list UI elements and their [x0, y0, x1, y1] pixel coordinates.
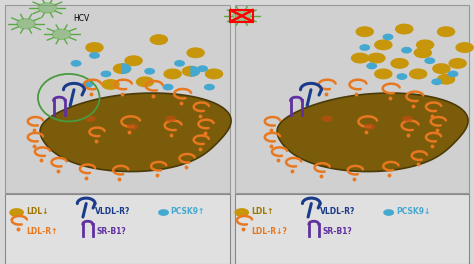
Circle shape	[187, 48, 204, 58]
Text: LDL-R↑: LDL-R↑	[26, 227, 57, 236]
Circle shape	[127, 124, 138, 130]
Circle shape	[235, 209, 248, 216]
Circle shape	[367, 63, 376, 69]
Circle shape	[182, 67, 200, 76]
Circle shape	[375, 69, 392, 79]
Circle shape	[71, 61, 81, 66]
Circle shape	[375, 40, 392, 50]
FancyBboxPatch shape	[5, 194, 230, 264]
Circle shape	[83, 82, 92, 87]
Text: PCSK9↑: PCSK9↑	[171, 207, 205, 216]
Circle shape	[90, 53, 99, 58]
Circle shape	[175, 61, 184, 66]
Circle shape	[150, 35, 167, 44]
Circle shape	[10, 209, 23, 216]
Circle shape	[114, 64, 131, 73]
Circle shape	[165, 116, 176, 122]
Text: SR-B1?: SR-B1?	[97, 227, 127, 236]
Circle shape	[84, 116, 96, 122]
FancyBboxPatch shape	[5, 5, 230, 193]
Text: PCSK9↓: PCSK9↓	[396, 207, 431, 216]
Text: VLDL-R?: VLDL-R?	[320, 207, 356, 216]
Circle shape	[433, 64, 450, 73]
Circle shape	[397, 74, 407, 79]
Circle shape	[383, 34, 392, 40]
Circle shape	[145, 69, 155, 74]
Circle shape	[368, 53, 385, 63]
Circle shape	[448, 71, 458, 77]
Circle shape	[17, 18, 36, 29]
Polygon shape	[277, 93, 468, 172]
Circle shape	[101, 71, 111, 77]
Circle shape	[364, 124, 375, 130]
Circle shape	[137, 77, 154, 87]
Circle shape	[410, 69, 427, 79]
Circle shape	[414, 48, 431, 58]
Circle shape	[163, 84, 173, 90]
Circle shape	[384, 210, 393, 215]
Polygon shape	[40, 93, 231, 172]
Circle shape	[425, 58, 435, 63]
Text: VLDL-R?: VLDL-R?	[95, 207, 130, 216]
Circle shape	[205, 69, 223, 79]
Circle shape	[125, 56, 142, 65]
Circle shape	[159, 210, 168, 215]
Circle shape	[38, 3, 57, 13]
Text: SR-B1?: SR-B1?	[322, 227, 352, 236]
Text: LDL↓: LDL↓	[26, 207, 48, 216]
Circle shape	[356, 27, 374, 36]
Circle shape	[449, 59, 466, 68]
Circle shape	[432, 79, 441, 84]
Circle shape	[402, 48, 411, 53]
Circle shape	[438, 74, 455, 84]
Text: HCV: HCV	[73, 14, 90, 23]
Circle shape	[352, 53, 369, 63]
Circle shape	[52, 29, 71, 40]
FancyBboxPatch shape	[235, 5, 469, 193]
Circle shape	[86, 43, 103, 52]
Circle shape	[232, 11, 251, 21]
Circle shape	[456, 43, 473, 52]
Circle shape	[396, 24, 413, 34]
Text: LDL-R↓?: LDL-R↓?	[251, 227, 287, 236]
Circle shape	[438, 27, 455, 36]
Circle shape	[102, 80, 119, 89]
Circle shape	[205, 84, 214, 90]
Circle shape	[321, 116, 333, 122]
Circle shape	[402, 116, 413, 122]
Polygon shape	[122, 64, 130, 73]
Circle shape	[417, 40, 434, 50]
Circle shape	[360, 45, 370, 50]
FancyBboxPatch shape	[235, 194, 469, 264]
Circle shape	[198, 66, 207, 71]
Circle shape	[391, 59, 408, 68]
Circle shape	[164, 69, 181, 79]
Text: LDL↑: LDL↑	[251, 207, 273, 216]
Polygon shape	[191, 67, 200, 76]
